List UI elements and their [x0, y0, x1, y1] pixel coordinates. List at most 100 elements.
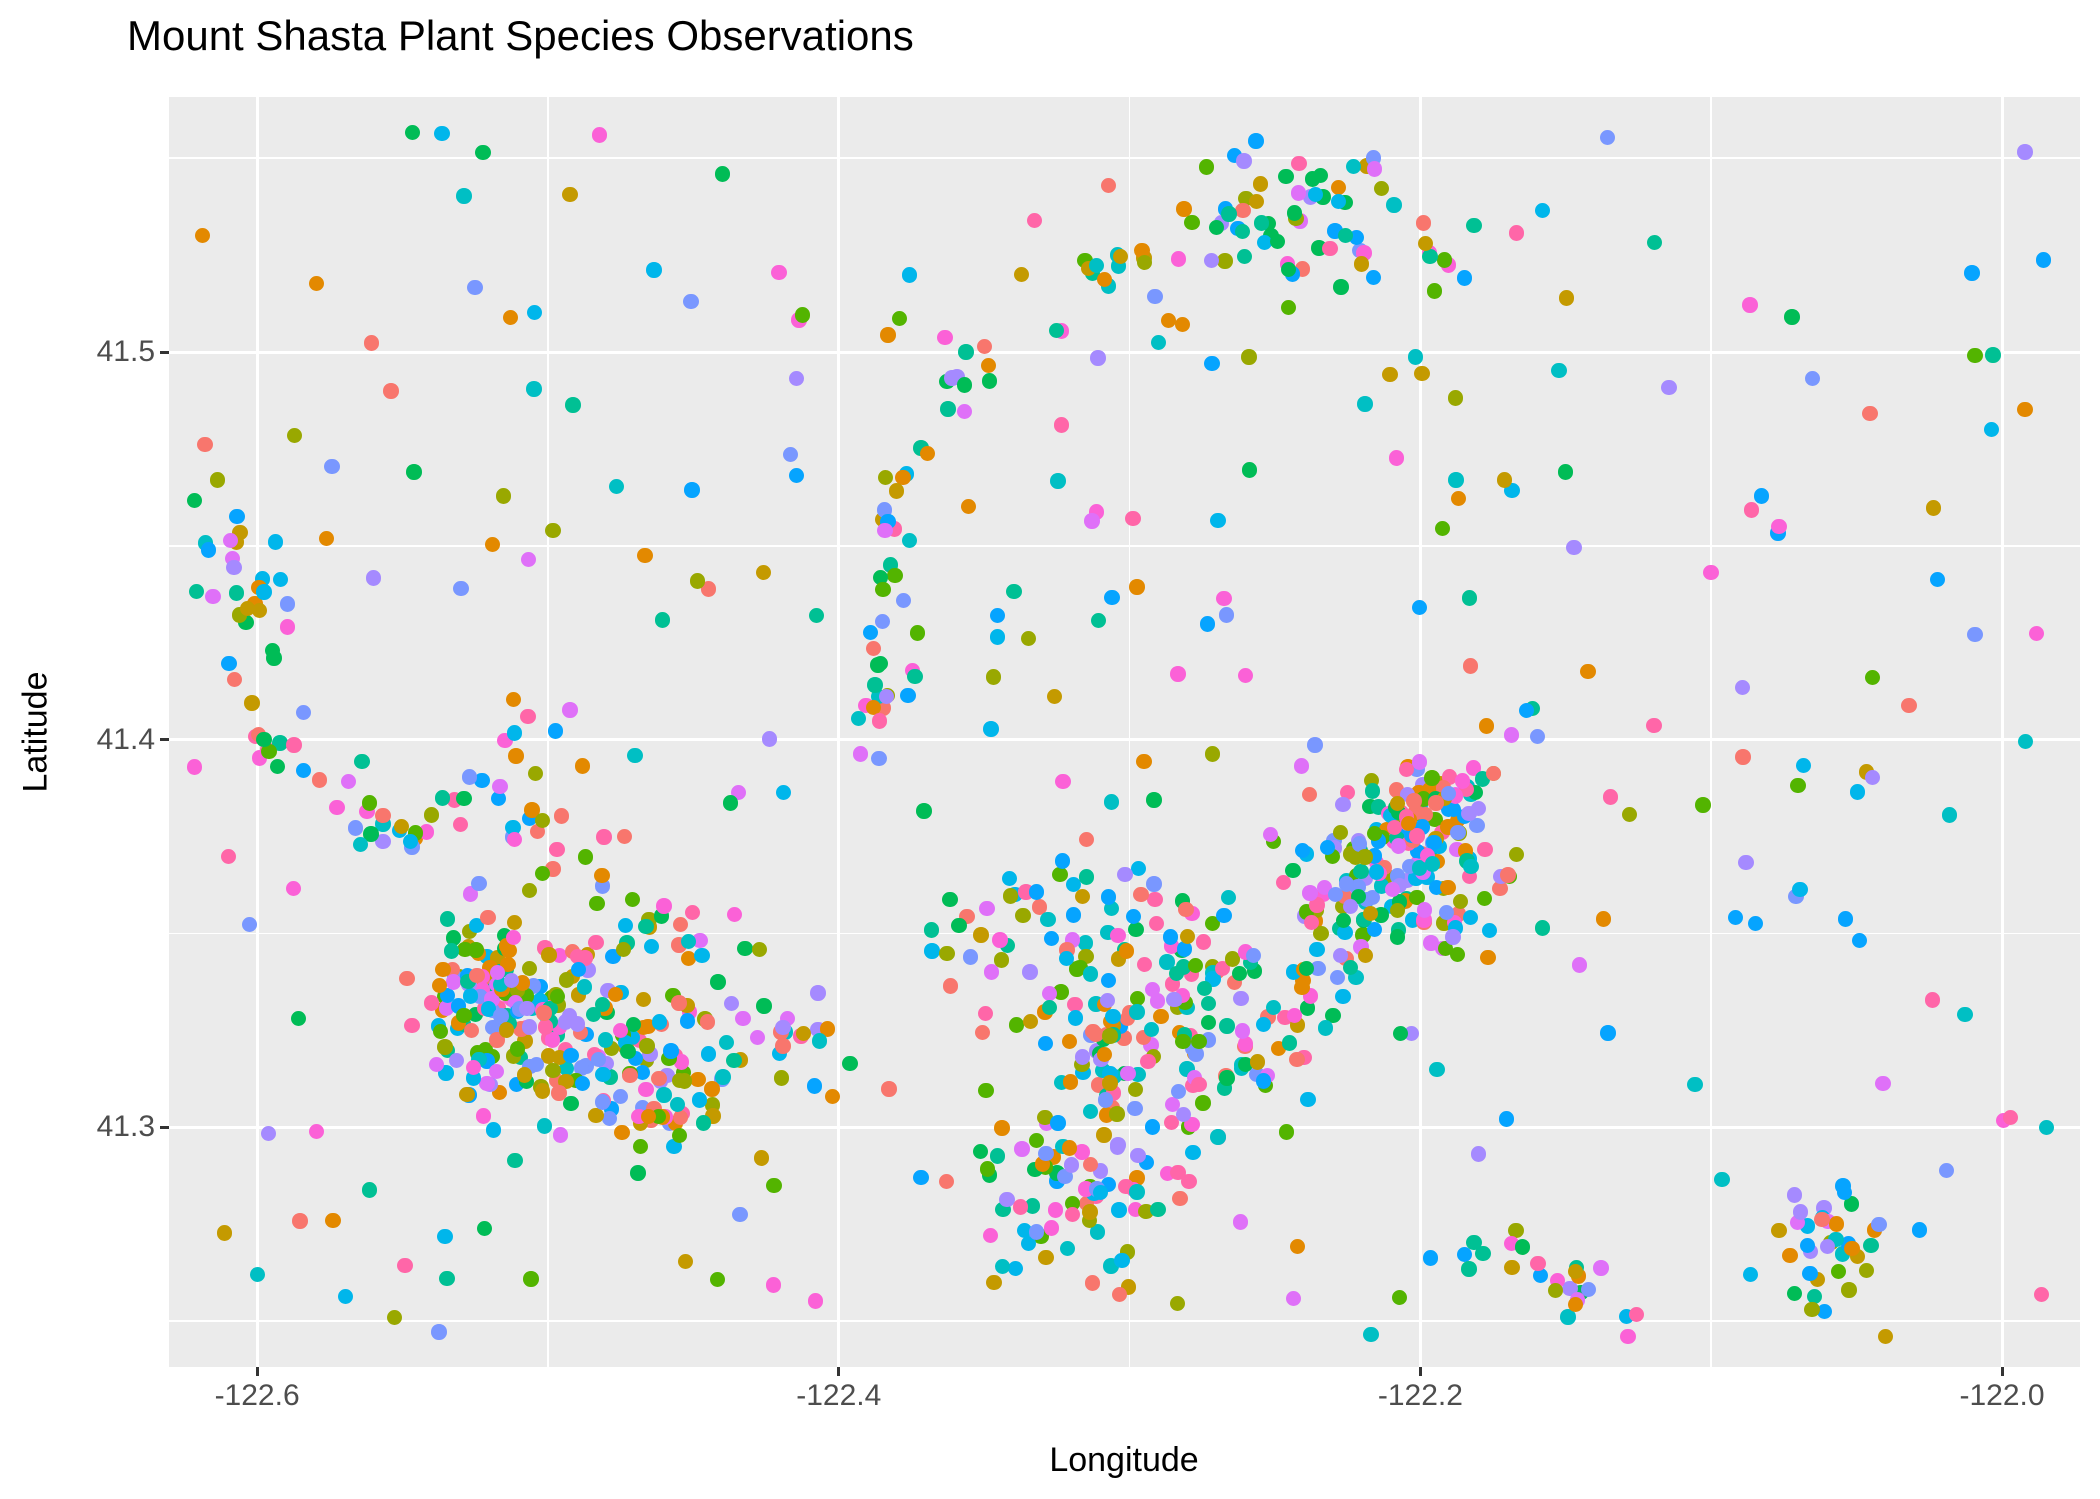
data-point	[354, 753, 370, 770]
data-point	[1450, 490, 1467, 507]
data-point	[549, 841, 565, 857]
data-point	[1161, 312, 1177, 328]
data-point	[443, 943, 459, 959]
data-point	[594, 996, 610, 1013]
data-point	[1195, 1095, 1211, 1111]
data-point	[241, 916, 257, 933]
data-point	[1127, 1100, 1143, 1117]
data-point	[671, 995, 687, 1011]
data-point	[1140, 1053, 1156, 1069]
data-point	[2028, 625, 2045, 642]
data-point	[1185, 1144, 1201, 1160]
data-point	[1353, 863, 1369, 879]
data-point	[700, 581, 716, 597]
data-point	[1220, 890, 1237, 906]
x-axis-tick	[837, 1367, 841, 1376]
data-point	[468, 918, 485, 934]
data-point	[576, 979, 593, 995]
data-point	[1278, 168, 1294, 184]
data-point	[1858, 1262, 1875, 1279]
data-point	[1235, 203, 1251, 219]
data-point	[1069, 961, 1085, 977]
data-point	[1333, 279, 1349, 295]
data-point	[319, 530, 335, 547]
data-point	[616, 828, 633, 845]
data-point	[722, 795, 739, 811]
data-point	[1403, 1025, 1420, 1042]
data-point	[700, 1014, 716, 1030]
data-point	[1208, 219, 1225, 236]
data-point	[585, 1007, 602, 1023]
data-point	[795, 1025, 812, 1042]
data-point	[428, 1056, 445, 1072]
data-point	[501, 942, 517, 958]
data-point	[1299, 1000, 1316, 1016]
data-point	[1333, 947, 1349, 964]
data-point	[1391, 1289, 1408, 1306]
data-point	[1461, 805, 1477, 822]
data-point	[1184, 214, 1200, 231]
data-point	[622, 1068, 638, 1084]
data-point	[1249, 1054, 1265, 1070]
data-point	[521, 960, 537, 976]
data-point	[994, 1120, 1010, 1136]
data-point	[1440, 786, 1456, 802]
data-point	[1078, 831, 1095, 847]
data-point	[646, 262, 662, 278]
data-point	[1547, 1282, 1563, 1298]
data-point	[1110, 927, 1126, 944]
data-point	[1146, 792, 1162, 808]
data-point	[1085, 1023, 1101, 1040]
data-point	[766, 1177, 782, 1194]
data-point	[976, 339, 993, 355]
data-point	[1423, 935, 1439, 951]
data-point	[229, 508, 245, 525]
data-point	[596, 829, 612, 845]
data-point	[1062, 1074, 1079, 1090]
data-point	[638, 1081, 654, 1097]
data-point	[1646, 717, 1662, 734]
data-point	[1357, 396, 1373, 412]
data-point	[624, 891, 641, 908]
data-point	[562, 186, 578, 203]
data-point	[272, 735, 288, 751]
data-point	[272, 571, 289, 587]
data-point	[1967, 347, 1983, 364]
data-point	[375, 834, 391, 850]
data-point	[1426, 835, 1442, 851]
data-point	[1558, 290, 1575, 306]
data-point	[1309, 941, 1325, 958]
data-point	[1074, 1144, 1090, 1160]
data-point	[1064, 1157, 1080, 1173]
data-point	[220, 848, 237, 865]
data-point	[1782, 1247, 1798, 1264]
data-point	[984, 964, 1000, 980]
data-point	[1096, 1127, 1112, 1143]
data-point	[563, 1095, 579, 1111]
data-point	[1735, 749, 1751, 765]
data-point	[312, 772, 328, 788]
data-point	[1404, 912, 1421, 928]
data-point	[1325, 1007, 1341, 1023]
data-point	[1985, 347, 2001, 363]
data-point	[1067, 996, 1083, 1012]
data-point	[570, 961, 587, 977]
data-point	[1389, 902, 1405, 919]
data-point	[877, 522, 893, 539]
data-point	[601, 1110, 617, 1126]
data-point	[1053, 984, 1069, 1000]
data-point	[239, 600, 255, 617]
data-point	[1414, 365, 1430, 382]
data-point	[1125, 908, 1142, 925]
data-point	[527, 765, 544, 782]
x-axis-tick	[1418, 1367, 1422, 1376]
data-point	[210, 472, 226, 488]
data-point	[1600, 1025, 1616, 1041]
data-point	[1534, 202, 1551, 219]
gridline-x-minor	[1710, 97, 1712, 1367]
data-point	[1335, 796, 1351, 813]
data-point	[1143, 1021, 1159, 1037]
data-point	[643, 938, 660, 955]
data-point	[309, 275, 325, 292]
data-point	[1365, 269, 1382, 285]
